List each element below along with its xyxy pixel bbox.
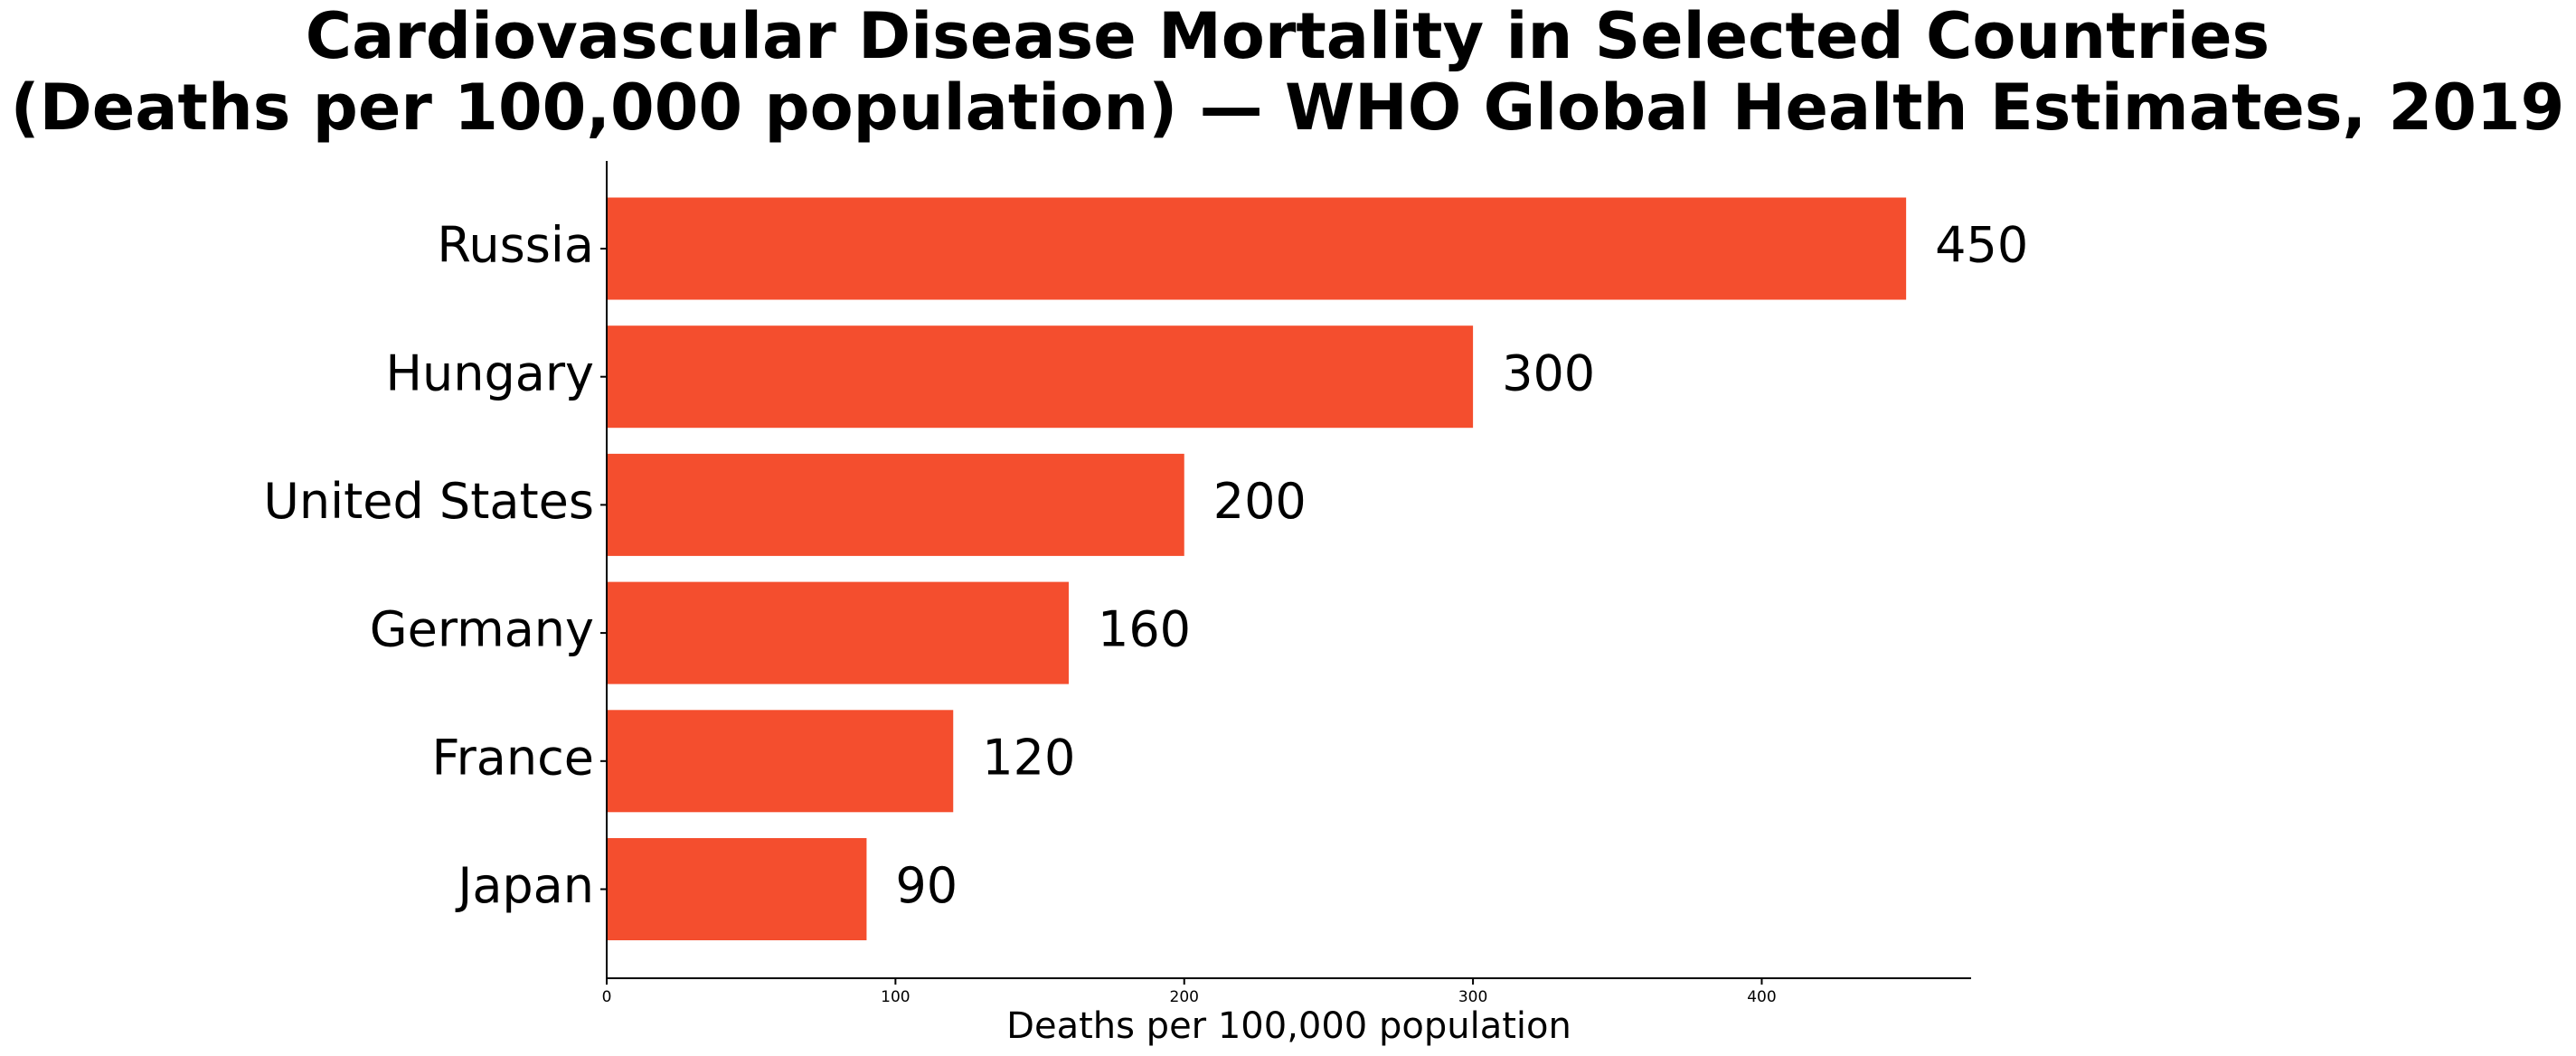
category-label: Hungary bbox=[385, 344, 594, 401]
category-labels: Russia Hungary United States Germany France J… bbox=[263, 217, 594, 915]
category-label: Germany bbox=[370, 601, 594, 658]
category-label: Russia bbox=[437, 217, 594, 274]
category-label: Japan bbox=[455, 857, 594, 914]
bars-layer bbox=[607, 197, 1907, 940]
value-label: 200 bbox=[1213, 473, 1307, 530]
category-label: France bbox=[431, 729, 594, 786]
bar bbox=[607, 710, 954, 813]
chart-title-line-1: Cardiovascular Disease Mortality in Sele… bbox=[306, 0, 2269, 73]
value-label: 450 bbox=[1935, 217, 2028, 274]
x-axis-ticks: 0 100 200 300 400 bbox=[602, 978, 1777, 1006]
chart-title-line-2: (Deaths per 100,000 population) — WHO Gl… bbox=[11, 71, 2565, 145]
bar bbox=[607, 197, 1907, 300]
category-label: United States bbox=[263, 473, 594, 530]
value-label: 90 bbox=[895, 857, 958, 914]
x-tick-label: 200 bbox=[1170, 988, 1199, 1006]
x-axis-label: Deaths per 100,000 population bbox=[1006, 1005, 1571, 1047]
value-label: 160 bbox=[1098, 601, 1191, 658]
y-axis-ticks bbox=[600, 248, 607, 891]
x-tick-label: 300 bbox=[1458, 988, 1487, 1006]
value-label: 120 bbox=[982, 729, 1075, 786]
bar bbox=[607, 838, 867, 940]
bar bbox=[607, 325, 1474, 429]
x-tick-label: 400 bbox=[1747, 988, 1776, 1006]
bar bbox=[607, 581, 1069, 684]
bar bbox=[607, 453, 1184, 556]
value-labels: 450 300 200 160 120 90 bbox=[895, 217, 2028, 915]
x-tick-label: 100 bbox=[881, 988, 910, 1006]
value-label: 300 bbox=[1502, 344, 1595, 401]
x-tick-label: 0 bbox=[602, 988, 612, 1006]
